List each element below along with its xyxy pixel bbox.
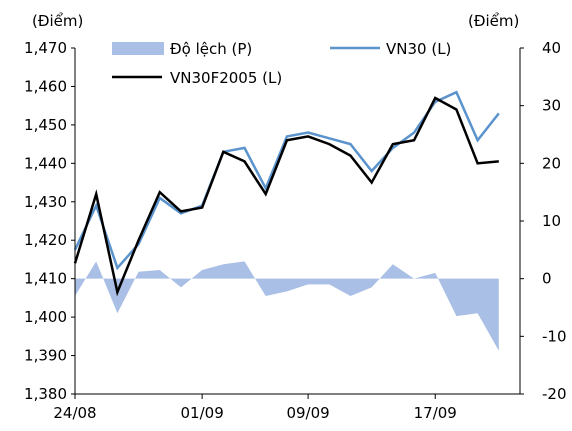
- left-tick-label: 1,410: [24, 270, 67, 288]
- left-tick-label: 1,400: [24, 308, 67, 326]
- left-axis-unit: (Điểm): [32, 12, 83, 30]
- legend-label-vn30: VN30 (L): [386, 40, 451, 58]
- legend-swatch-deviation: [112, 42, 164, 55]
- series-area-deviation: [75, 261, 499, 351]
- right-tick-label: 40: [542, 39, 561, 57]
- x-tick-label: 01/09: [181, 404, 224, 422]
- x-tick-label: 09/09: [286, 404, 329, 422]
- series-line-vn30f2005: [73, 96, 499, 297]
- area-layer: [75, 261, 499, 351]
- right-tick-label: 20: [542, 154, 561, 172]
- left-tick-label: 1,440: [24, 154, 67, 172]
- right-tick-label: 30: [542, 97, 561, 115]
- right-axis-unit: (Điểm): [468, 12, 519, 30]
- axes-layer: 1,380 1,390 1,400 1,410 1,420 1,430 1,440 1,450…: [24, 39, 566, 422]
- left-tick-label: 1,380: [24, 385, 67, 403]
- legend: Độ lệch (P) VN30 (L) VN30F2005 (L): [112, 40, 451, 87]
- right-tick-label: 0: [542, 270, 552, 288]
- right-tick-label: -10: [542, 327, 567, 345]
- legend-label-vn30f2005: VN30F2005 (L): [170, 69, 282, 87]
- line-layer: [73, 90, 500, 297]
- right-tick-label: -20: [542, 385, 567, 403]
- left-tick-label: 1,390: [24, 347, 67, 365]
- left-tick-label: 1,460: [24, 77, 67, 95]
- left-tick-label: 1,450: [24, 116, 67, 134]
- left-tick-label: 1,420: [24, 231, 67, 249]
- left-tick-label: 1,430: [24, 193, 67, 211]
- x-tick-label: 24/08: [53, 404, 96, 422]
- x-tick-label: 17/09: [414, 404, 457, 422]
- left-tick-label: 1,470: [24, 39, 67, 57]
- right-tick-label: 10: [542, 212, 561, 230]
- legend-label-deviation: Độ lệch (P): [170, 40, 252, 58]
